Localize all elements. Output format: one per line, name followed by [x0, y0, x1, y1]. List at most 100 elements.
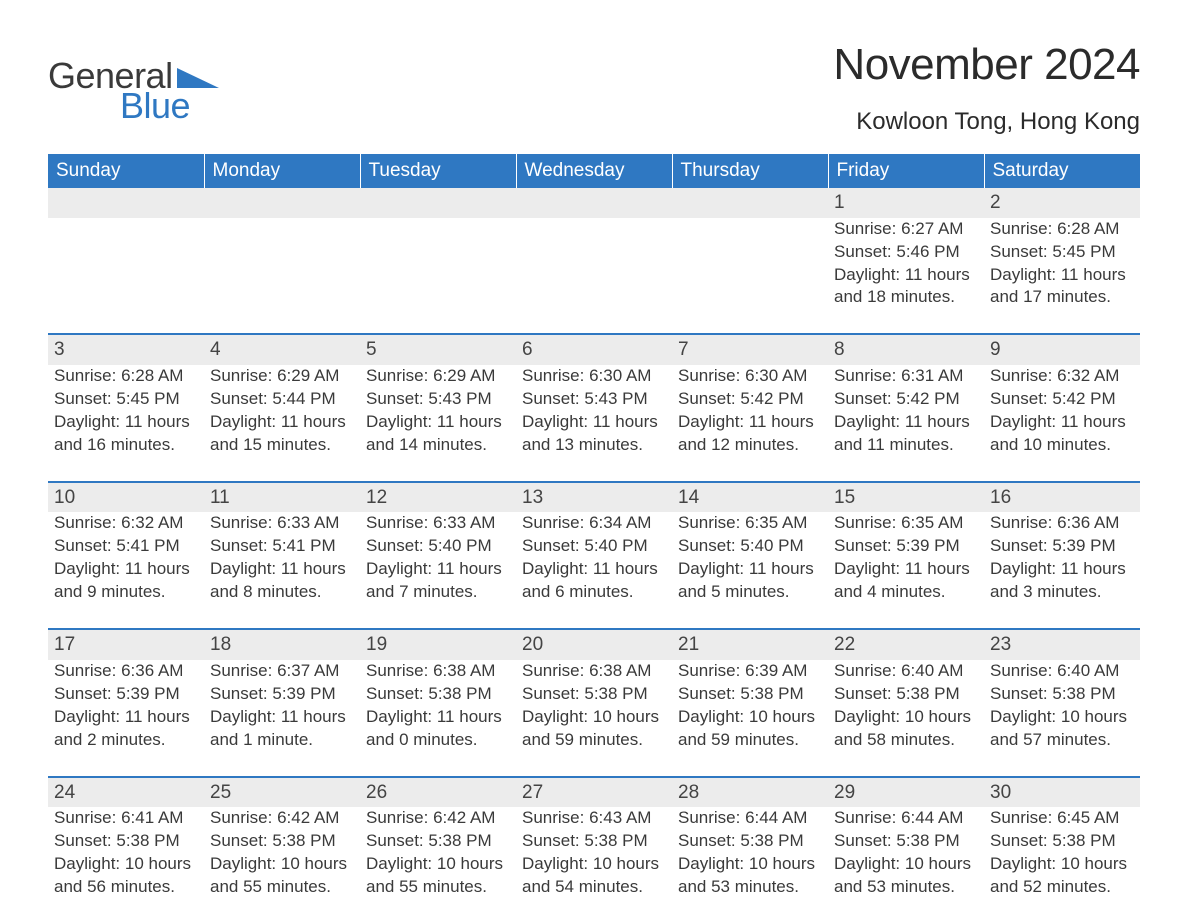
day-cell: Sunrise: 6:33 AMSunset: 5:41 PMDaylight:…: [204, 512, 360, 629]
sunrise-line: Sunrise: 6:37 AM: [210, 660, 354, 683]
daylight-line: and 12 minutes.: [678, 434, 822, 457]
day-number-cell: 4: [204, 334, 360, 365]
sunrise-line: Sunrise: 6:45 AM: [990, 807, 1134, 830]
day-number-cell: [672, 188, 828, 218]
sunset-line: Sunset: 5:42 PM: [678, 388, 822, 411]
daylight-line: Daylight: 10 hours: [834, 853, 978, 876]
sunset-line: Sunset: 5:43 PM: [522, 388, 666, 411]
sunrise-line: Sunrise: 6:44 AM: [834, 807, 978, 830]
day-number-cell: 26: [360, 777, 516, 808]
day-cell: Sunrise: 6:30 AMSunset: 5:43 PMDaylight:…: [516, 365, 672, 482]
day-cell: Sunrise: 6:40 AMSunset: 5:38 PMDaylight:…: [984, 660, 1140, 777]
brand-logo: General Blue: [48, 58, 219, 124]
daylight-line: Daylight: 11 hours: [210, 706, 354, 729]
daylight-line: Daylight: 11 hours: [366, 411, 510, 434]
weekday-header: Monday: [204, 154, 360, 188]
day-number-row: 12: [48, 188, 1140, 218]
day-content-row: Sunrise: 6:28 AMSunset: 5:45 PMDaylight:…: [48, 365, 1140, 482]
sunset-line: Sunset: 5:38 PM: [678, 683, 822, 706]
daylight-line: Daylight: 10 hours: [678, 706, 822, 729]
sunrise-line: Sunrise: 6:32 AM: [990, 365, 1134, 388]
daylight-line: Daylight: 11 hours: [990, 558, 1134, 581]
sunset-line: Sunset: 5:40 PM: [366, 535, 510, 558]
daylight-line: Daylight: 10 hours: [366, 853, 510, 876]
daylight-line: and 57 minutes.: [990, 729, 1134, 752]
day-number-cell: 7: [672, 334, 828, 365]
day-cell: Sunrise: 6:29 AMSunset: 5:43 PMDaylight:…: [360, 365, 516, 482]
day-cell: Sunrise: 6:35 AMSunset: 5:40 PMDaylight:…: [672, 512, 828, 629]
sunrise-line: Sunrise: 6:40 AM: [990, 660, 1134, 683]
sunrise-line: Sunrise: 6:38 AM: [366, 660, 510, 683]
daylight-line: and 17 minutes.: [990, 286, 1134, 309]
sunset-line: Sunset: 5:39 PM: [210, 683, 354, 706]
daylight-line: and 52 minutes.: [990, 876, 1134, 899]
sunrise-line: Sunrise: 6:28 AM: [990, 218, 1134, 241]
daylight-line: and 1 minute.: [210, 729, 354, 752]
daylight-line: Daylight: 10 hours: [522, 706, 666, 729]
sunrise-line: Sunrise: 6:29 AM: [366, 365, 510, 388]
daylight-line: Daylight: 10 hours: [210, 853, 354, 876]
day-number-cell: 6: [516, 334, 672, 365]
day-number-cell: 29: [828, 777, 984, 808]
day-number-row: 3456789: [48, 334, 1140, 365]
daylight-line: and 10 minutes.: [990, 434, 1134, 457]
day-cell: Sunrise: 6:29 AMSunset: 5:44 PMDaylight:…: [204, 365, 360, 482]
day-number-cell: 16: [984, 482, 1140, 513]
weekday-header: Friday: [828, 154, 984, 188]
day-number-cell: [360, 188, 516, 218]
day-number-row: 10111213141516: [48, 482, 1140, 513]
sunset-line: Sunset: 5:42 PM: [834, 388, 978, 411]
sunset-line: Sunset: 5:46 PM: [834, 241, 978, 264]
location-label: Kowloon Tong, Hong Kong: [833, 108, 1140, 136]
sunrise-line: Sunrise: 6:32 AM: [54, 512, 198, 535]
day-cell: [516, 218, 672, 335]
day-number-cell: 10: [48, 482, 204, 513]
day-cell: Sunrise: 6:28 AMSunset: 5:45 PMDaylight:…: [48, 365, 204, 482]
day-cell: Sunrise: 6:39 AMSunset: 5:38 PMDaylight:…: [672, 660, 828, 777]
day-number-cell: 28: [672, 777, 828, 808]
sunrise-line: Sunrise: 6:44 AM: [678, 807, 822, 830]
day-number-cell: 21: [672, 629, 828, 660]
daylight-line: Daylight: 10 hours: [678, 853, 822, 876]
sunset-line: Sunset: 5:38 PM: [990, 830, 1134, 853]
month-title: November 2024: [833, 40, 1140, 90]
day-cell: Sunrise: 6:27 AMSunset: 5:46 PMDaylight:…: [828, 218, 984, 335]
sunset-line: Sunset: 5:41 PM: [54, 535, 198, 558]
daylight-line: and 11 minutes.: [834, 434, 978, 457]
day-number-cell: 23: [984, 629, 1140, 660]
day-cell: Sunrise: 6:37 AMSunset: 5:39 PMDaylight:…: [204, 660, 360, 777]
sunset-line: Sunset: 5:38 PM: [522, 683, 666, 706]
sunrise-line: Sunrise: 6:29 AM: [210, 365, 354, 388]
daylight-line: Daylight: 11 hours: [834, 558, 978, 581]
day-number-cell: 25: [204, 777, 360, 808]
daylight-line: and 4 minutes.: [834, 581, 978, 604]
sunset-line: Sunset: 5:38 PM: [366, 683, 510, 706]
sunset-line: Sunset: 5:38 PM: [366, 830, 510, 853]
day-number-cell: [48, 188, 204, 218]
day-cell: Sunrise: 6:44 AMSunset: 5:38 PMDaylight:…: [672, 807, 828, 923]
day-cell: Sunrise: 6:42 AMSunset: 5:38 PMDaylight:…: [360, 807, 516, 923]
daylight-line: and 15 minutes.: [210, 434, 354, 457]
sunrise-line: Sunrise: 6:39 AM: [678, 660, 822, 683]
sunset-line: Sunset: 5:38 PM: [678, 830, 822, 853]
daylight-line: Daylight: 10 hours: [990, 853, 1134, 876]
day-cell: Sunrise: 6:38 AMSunset: 5:38 PMDaylight:…: [360, 660, 516, 777]
daylight-line: Daylight: 10 hours: [54, 853, 198, 876]
sunset-line: Sunset: 5:38 PM: [210, 830, 354, 853]
daylight-line: Daylight: 11 hours: [522, 411, 666, 434]
daylight-line: Daylight: 10 hours: [522, 853, 666, 876]
sunrise-line: Sunrise: 6:41 AM: [54, 807, 198, 830]
sunset-line: Sunset: 5:40 PM: [678, 535, 822, 558]
sunset-line: Sunset: 5:43 PM: [366, 388, 510, 411]
sunrise-line: Sunrise: 6:36 AM: [990, 512, 1134, 535]
daylight-line: Daylight: 11 hours: [210, 558, 354, 581]
daylight-line: Daylight: 11 hours: [366, 558, 510, 581]
day-number-cell: 3: [48, 334, 204, 365]
daylight-line: and 8 minutes.: [210, 581, 354, 604]
day-number-cell: 30: [984, 777, 1140, 808]
day-number-cell: 9: [984, 334, 1140, 365]
day-number-cell: 20: [516, 629, 672, 660]
weekday-header: Wednesday: [516, 154, 672, 188]
day-cell: Sunrise: 6:35 AMSunset: 5:39 PMDaylight:…: [828, 512, 984, 629]
day-cell: Sunrise: 6:43 AMSunset: 5:38 PMDaylight:…: [516, 807, 672, 923]
